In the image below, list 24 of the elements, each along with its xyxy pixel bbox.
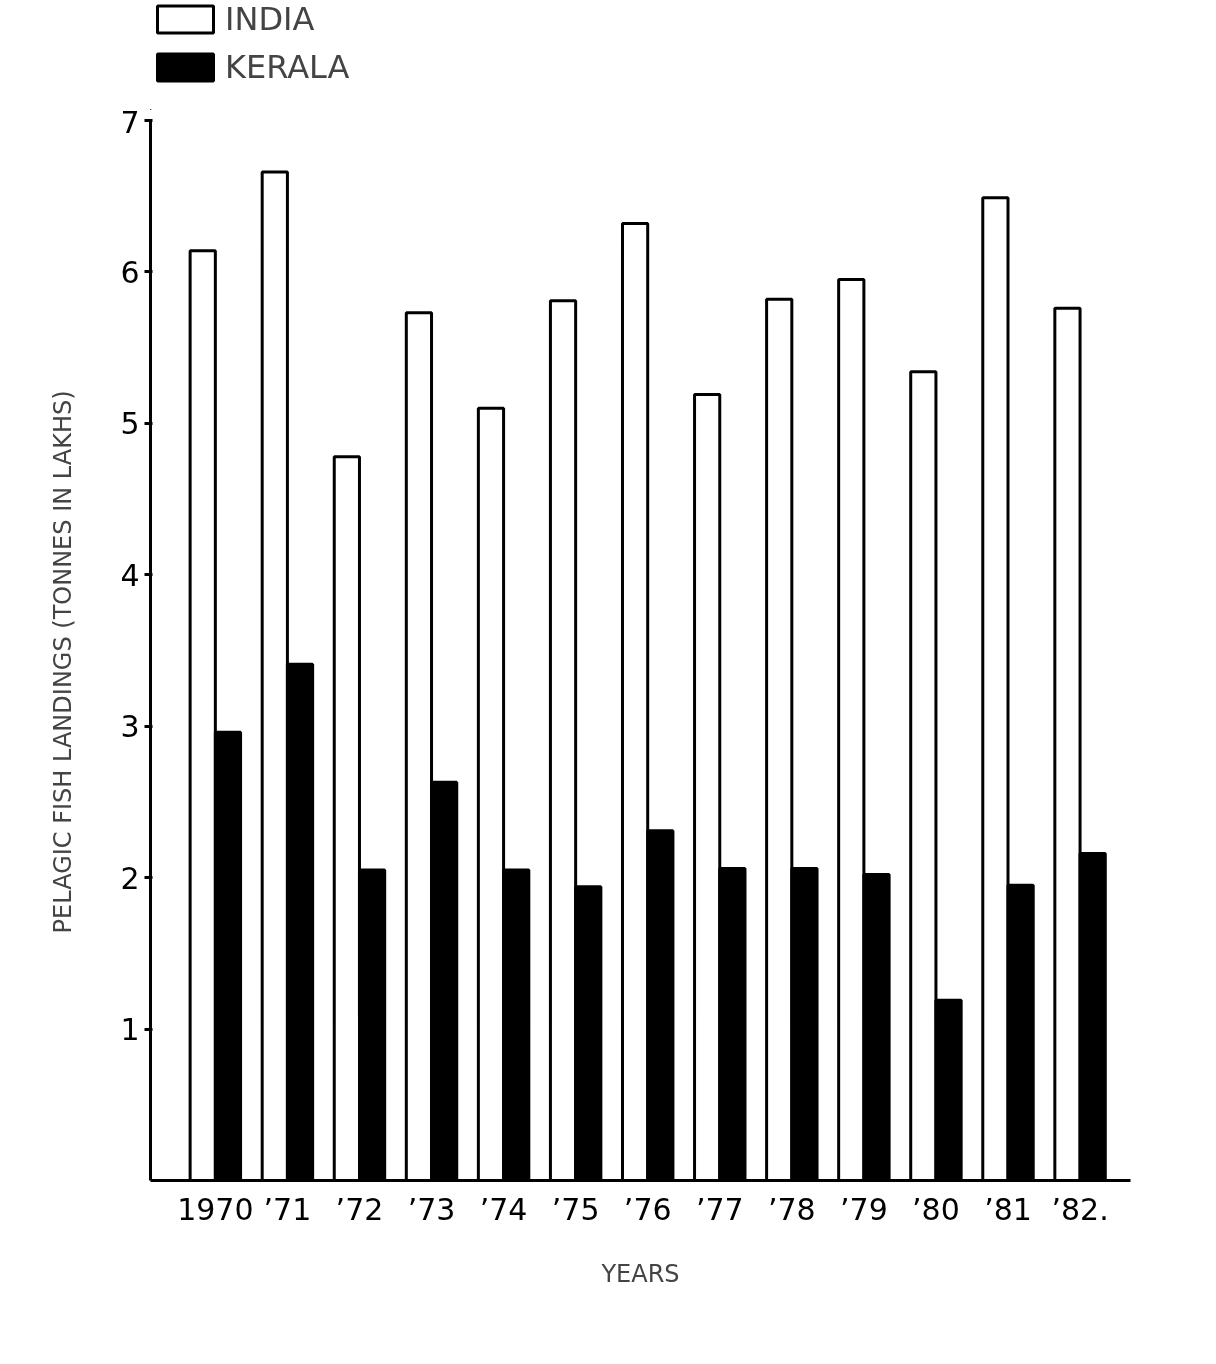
- x-tick-label: ’78: [767, 1191, 816, 1227]
- x-tick-label: 1970: [177, 1191, 254, 1227]
- x-axis-title: YEARS: [600, 1259, 680, 1288]
- y-tick-label: 3: [120, 709, 140, 745]
- x-tick-label: ’73: [407, 1191, 456, 1227]
- y-axis-title: PELAGIC FISH LANDINGS (TONNES IN LAKHS): [49, 390, 78, 934]
- legend-label: INDIA: [225, 0, 315, 38]
- x-tick-label: ’81: [984, 1191, 1032, 1227]
- y-tick-label: 5: [120, 406, 140, 442]
- x-tick-label: ’79: [840, 1191, 888, 1227]
- x-tick-label: ’72: [335, 1191, 384, 1227]
- x-tick-label: ’80: [912, 1191, 960, 1227]
- x-tick-label: ’74: [479, 1191, 528, 1227]
- y-tick-label: 6: [120, 254, 140, 290]
- x-tick-label: ’77: [695, 1191, 744, 1227]
- x-tick-label: ’76: [623, 1191, 672, 1227]
- y-tick-label: 1: [120, 1012, 140, 1048]
- y-tick-label: 7: [120, 104, 140, 140]
- x-tick-label: ’75: [551, 1191, 600, 1227]
- legend-label: KERALA: [225, 48, 350, 86]
- x-tick-label: ’71: [263, 1191, 312, 1227]
- x-tick-label: ’82.: [1051, 1191, 1109, 1227]
- y-tick-label: 2: [120, 860, 140, 896]
- y-tick-label: 4: [120, 557, 140, 593]
